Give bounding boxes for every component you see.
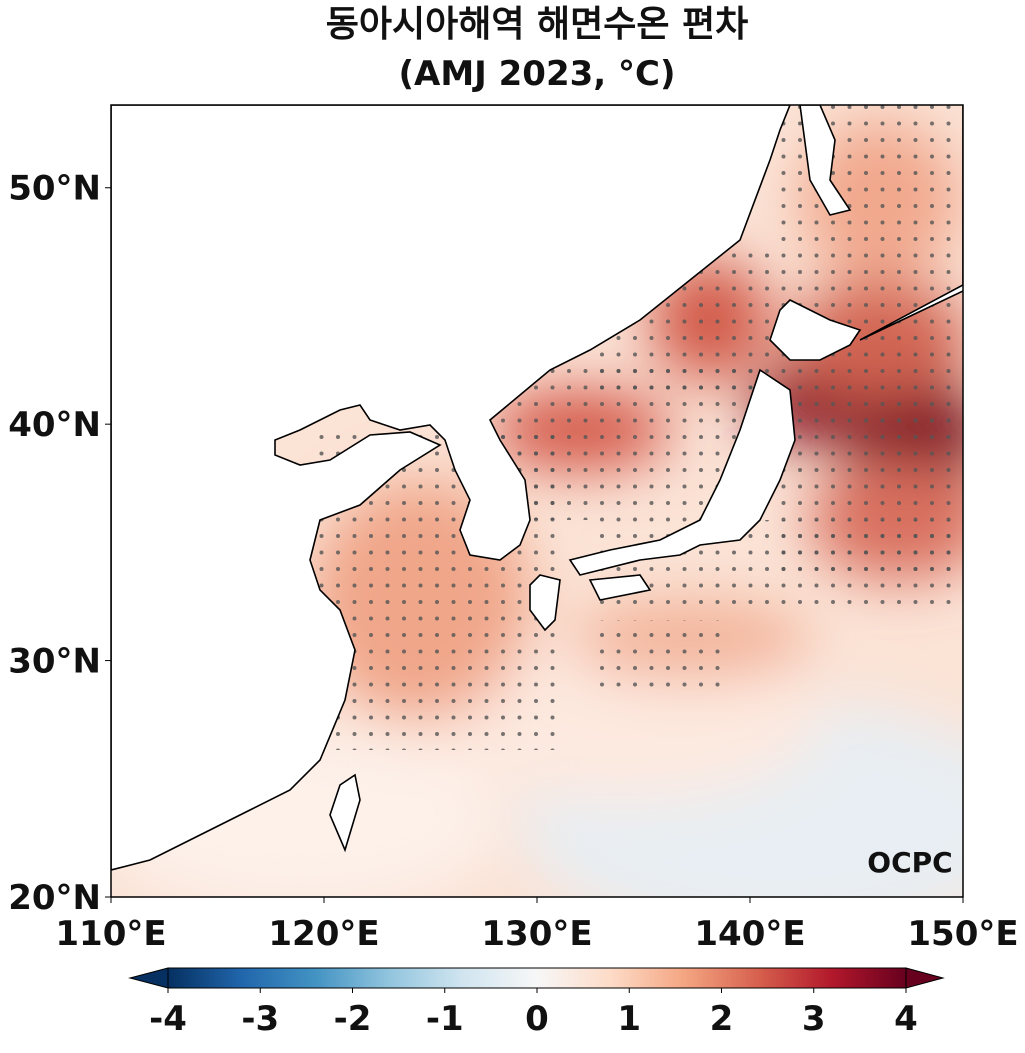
colorbar-tick-label: 3 xyxy=(802,999,826,1039)
x-tick-label: 120°E xyxy=(268,914,379,954)
map-field xyxy=(111,105,963,897)
x-tick-label: 110°E xyxy=(55,914,166,954)
colorbar-tick-label: -1 xyxy=(426,999,464,1039)
colorbar-tick-label: -4 xyxy=(149,999,187,1039)
colorbar-tick-label: -3 xyxy=(241,999,279,1039)
mainland-asia xyxy=(111,105,791,871)
kyushu xyxy=(529,574,561,632)
y-tick-label: 50°N xyxy=(8,169,101,209)
colorbar-tick-label: 0 xyxy=(525,999,549,1039)
y-tick-label: 30°N xyxy=(8,642,101,682)
honshu xyxy=(568,368,796,576)
kuril xyxy=(859,105,963,341)
x-tick-label: 150°E xyxy=(907,914,1018,954)
subtitle: (AMJ 2023, °C) xyxy=(398,54,675,94)
title: 동아시아해역 해면수온 편차 xyxy=(326,4,749,45)
colorbar-extend-low xyxy=(128,967,169,989)
taiwan xyxy=(329,773,361,853)
sakhalin xyxy=(799,105,852,216)
hokkaido xyxy=(769,299,862,361)
logo: OCPC xyxy=(867,846,952,879)
colorbar-tick-label: 1 xyxy=(617,999,641,1039)
x-tick-label: 130°E xyxy=(481,914,592,954)
colorbar-tick-label: 2 xyxy=(710,999,734,1039)
y-tick-label: 40°N xyxy=(8,405,101,445)
y-tick-label: 20°N xyxy=(8,878,101,918)
colorbar-extend-high xyxy=(905,967,945,989)
colorbar-tick-label: -2 xyxy=(334,999,372,1039)
x-tick-label: 140°E xyxy=(694,914,805,954)
shikoku xyxy=(588,574,652,601)
colorbar xyxy=(167,967,907,989)
colorbar-tick-label: 4 xyxy=(894,999,918,1039)
